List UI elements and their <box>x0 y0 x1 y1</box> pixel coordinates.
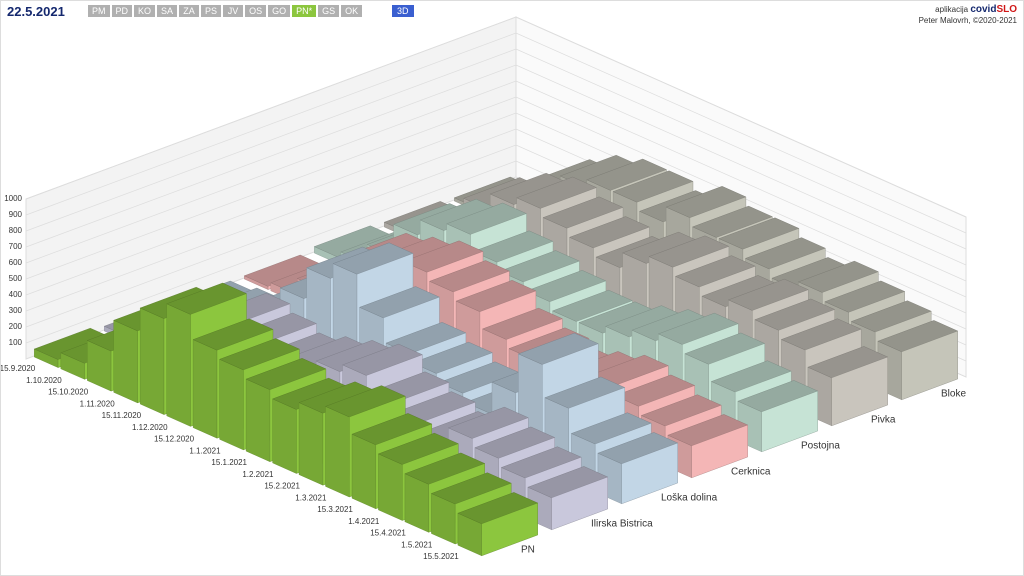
bar <box>737 380 819 453</box>
row-label: Loška dolina <box>661 493 718 504</box>
x-tick-label: 1.12.2020 <box>132 423 168 432</box>
bar <box>807 346 889 427</box>
bar-side <box>113 319 138 404</box>
x-tick-label: 1.11.2020 <box>80 399 116 408</box>
app-info: aplikacija covidSLO Peter Malovrh, ©2020… <box>919 4 1017 26</box>
nav-button[interactable]: PN* <box>292 5 317 17</box>
row-label: Bloke <box>941 389 966 400</box>
nav-button[interactable]: OK <box>341 5 363 17</box>
y-tick-label: 700 <box>9 242 23 251</box>
x-tick-label: 1.10.2020 <box>26 376 62 385</box>
y-tick-label: 100 <box>9 338 23 347</box>
bar-front <box>761 390 818 453</box>
grid-line <box>25 96 967 298</box>
x-tick-label: 1.5.2021 <box>401 540 433 549</box>
bar-side <box>139 307 165 415</box>
x-tick-label: 15.3.2021 <box>317 505 353 514</box>
nav-button[interactable]: PM <box>88 5 110 17</box>
x-tick-label: 1.4.2021 <box>348 517 380 526</box>
grid-line <box>25 16 967 218</box>
app-name: covid <box>970 4 997 15</box>
bar-front <box>691 424 748 479</box>
row-label: Pivka <box>871 415 896 426</box>
row-label: Postojna <box>801 441 840 452</box>
grid-line <box>25 64 967 266</box>
app-name: SLO <box>996 4 1017 15</box>
y-tick-label: 1000 <box>4 194 22 203</box>
y-tick-label: 300 <box>9 306 23 315</box>
y-tick-label: 400 <box>9 290 23 299</box>
bar-side <box>192 339 218 439</box>
y-tick-label: 900 <box>9 210 23 219</box>
x-tick-label: 15.11.2020 <box>102 411 142 420</box>
nav-button[interactable]: ZA <box>179 5 200 17</box>
app-prefix: aplikacija <box>935 5 969 14</box>
bar-front <box>481 502 538 557</box>
bar-front <box>901 330 958 401</box>
view-button[interactable]: 3D <box>392 5 414 17</box>
nav-button[interactable]: GS <box>318 5 340 17</box>
x-tick-label: 1.3.2021 <box>295 493 327 502</box>
bar-side <box>378 453 403 521</box>
bar-side <box>219 358 244 451</box>
y-tick-label: 800 <box>9 226 23 235</box>
grid-line <box>25 32 967 234</box>
author: Peter Malovrh, ©2020-2021 <box>918 16 1017 25</box>
row-label: Cerknica <box>731 467 771 478</box>
bar <box>457 492 539 557</box>
nav-button[interactable]: KO <box>134 5 156 17</box>
nav-button[interactable]: PS <box>201 5 222 17</box>
x-tick-label: 1.1.2021 <box>189 446 221 455</box>
bar-front <box>621 442 678 505</box>
x-tick-label: 15.12.2020 <box>154 435 195 444</box>
nav-button[interactable]: JV <box>223 5 244 17</box>
y-tick-label: 500 <box>9 274 23 283</box>
grid-line <box>25 48 967 250</box>
nav-button[interactable]: SA <box>157 5 178 17</box>
bar-front <box>831 356 888 427</box>
button-bar: PM PD KO SA ZA PS JV OS GO PN* GS OK <box>88 5 363 17</box>
nav-button[interactable]: PD <box>111 5 133 17</box>
bar-side <box>351 433 376 510</box>
y-tick-label: 600 <box>9 258 23 267</box>
x-tick-label: 1.2.2021 <box>242 470 274 479</box>
nav-button[interactable]: GO <box>268 5 291 17</box>
bar-side <box>272 398 297 474</box>
x-tick-label: 15.4.2021 <box>370 529 406 538</box>
y-tick-label: 200 <box>9 322 23 331</box>
x-tick-label: 15.1.2021 <box>211 458 247 467</box>
bar-side <box>245 378 271 463</box>
nav-button[interactable]: OS <box>245 5 267 17</box>
date: 22.5.2021 <box>7 4 65 19</box>
row-label: Ilirska Bistrica <box>591 519 653 530</box>
x-tick-label: 15.2.2021 <box>264 482 300 491</box>
bar-side <box>325 406 350 498</box>
x-tick-label: 15.5.2021 <box>423 552 459 561</box>
x-tick-label: 15.9.2020 <box>1 364 36 373</box>
row-label: PN <box>521 545 535 556</box>
bar-side <box>298 402 324 486</box>
grid-line <box>25 80 967 282</box>
bar-front <box>551 476 608 531</box>
bar-side <box>166 303 191 427</box>
x-tick-label: 15.10.2020 <box>48 388 89 397</box>
